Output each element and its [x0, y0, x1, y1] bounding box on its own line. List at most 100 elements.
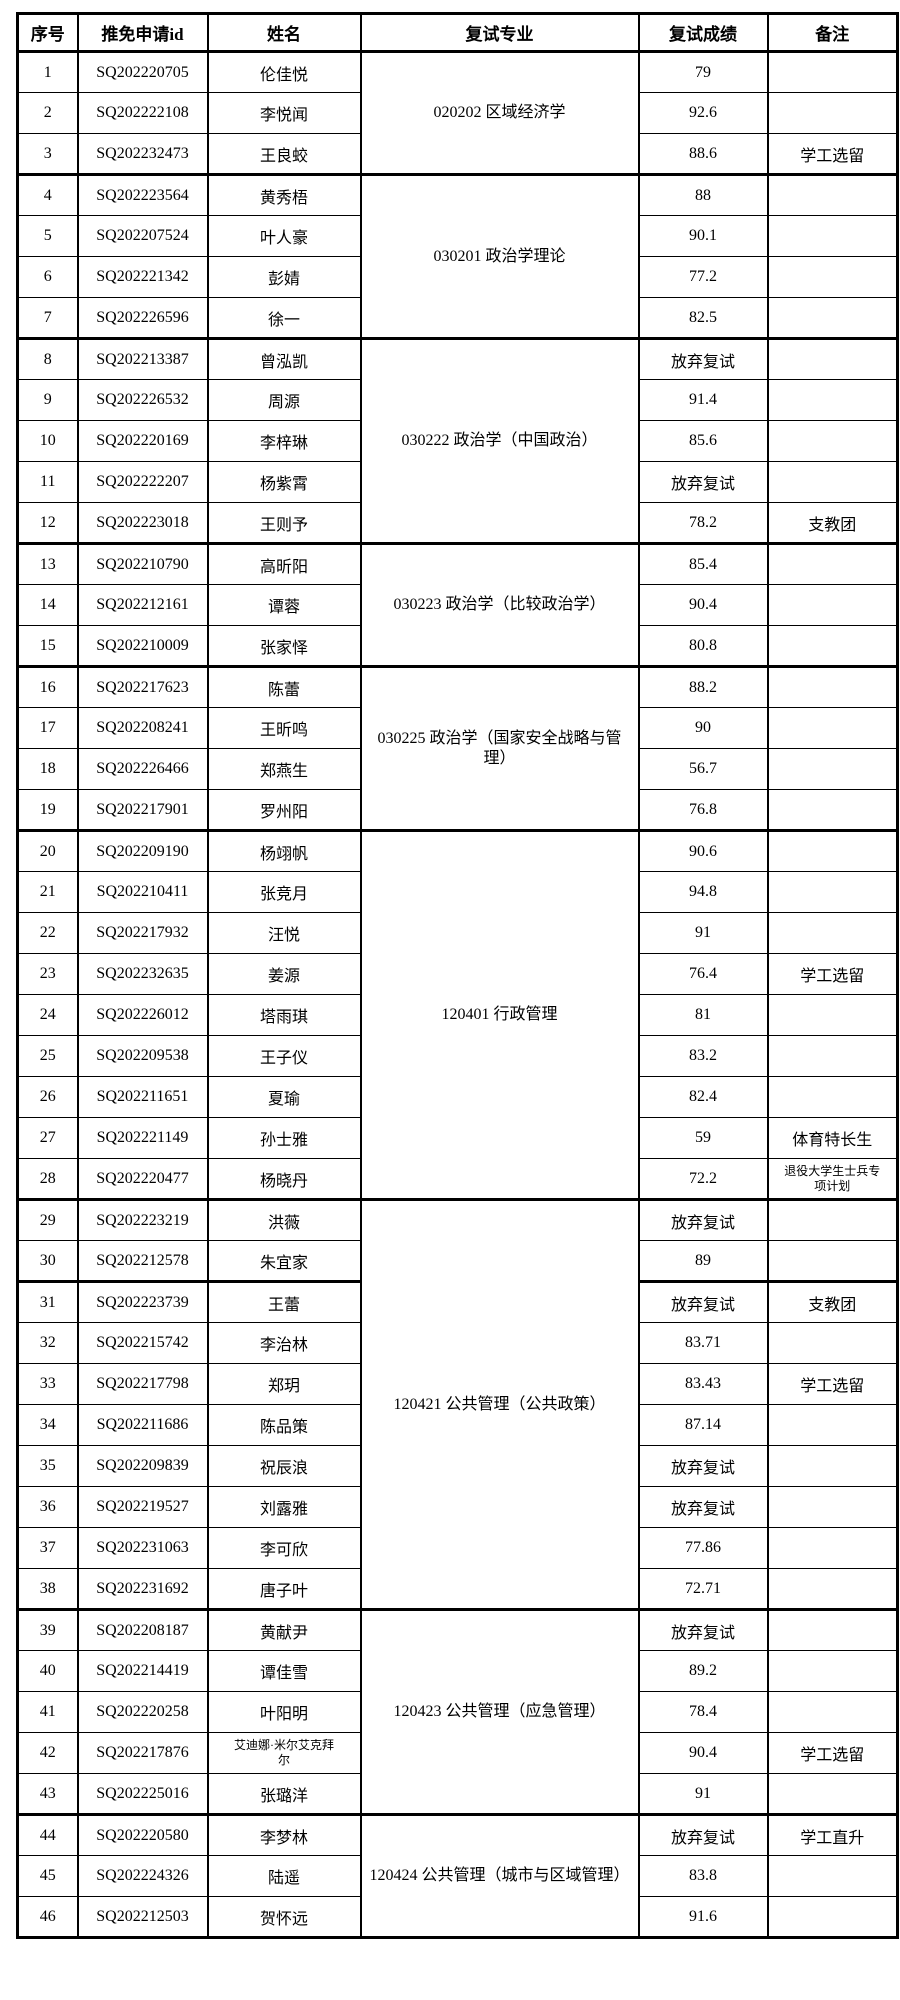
- cell-index: 46: [16, 1896, 79, 1938]
- note-value: 学工选留: [800, 968, 865, 985]
- cell-application-id: SQ202208187: [76, 1608, 209, 1651]
- cell-index: 38: [16, 1568, 79, 1610]
- cell-application-id: SQ202211686: [76, 1404, 209, 1446]
- name-value: 艾迪娜·米尔艾克拜尔: [234, 1738, 334, 1767]
- cell-application-id: SQ202217623: [76, 665, 209, 708]
- application-id-value: SQ202226532: [96, 391, 189, 408]
- cell-application-id: SQ202223739: [76, 1280, 209, 1323]
- cell-name: 王子仪: [206, 1035, 362, 1077]
- cell-application-id: SQ202224326: [76, 1855, 209, 1897]
- index-value: 44: [39, 1826, 56, 1844]
- score-value: 83.2: [689, 1047, 717, 1064]
- cell-application-id: SQ202219527: [76, 1486, 209, 1528]
- score-value: 91: [695, 1784, 711, 1802]
- index-value: 34: [39, 1416, 56, 1433]
- cell-score: 90.6: [637, 829, 769, 872]
- table-row: 15 SQ202210009 张家怿 80.8: [16, 625, 899, 667]
- cell-score: 82.4: [637, 1076, 769, 1118]
- cell-index: 23: [16, 953, 79, 995]
- cell-name: 贺怀远: [206, 1896, 362, 1938]
- application-id-value: SQ202208241: [96, 719, 189, 736]
- name-value: 李悦闻: [259, 107, 308, 124]
- index-value: 1: [43, 63, 52, 81]
- cell-note: [766, 379, 899, 421]
- cell-application-id: SQ202210790: [76, 542, 209, 585]
- cell-note: [766, 994, 899, 1036]
- table-header: 序号 推免申请id 姓名 复试专业 复试成绩 备注: [16, 13, 899, 53]
- cell-application-id: SQ202209190: [76, 829, 209, 872]
- score-value: 放弃复试: [670, 1214, 735, 1232]
- cell-application-id: SQ202220705: [76, 51, 209, 93]
- application-id-value: SQ202212503: [96, 1907, 189, 1925]
- cell-score: 79: [637, 51, 769, 93]
- cell-score: 81: [637, 994, 769, 1036]
- table-row: 1 SQ202220705 伦佳悦 020202 区域经济学 79: [16, 51, 899, 175]
- cell-index: 33: [16, 1363, 79, 1405]
- score-value: 89.2: [689, 1662, 717, 1679]
- cell-score: 91: [637, 1773, 769, 1815]
- cell-note: [766, 789, 899, 831]
- cell-score: 80.8: [637, 625, 769, 667]
- name-value: 彭婧: [267, 271, 300, 288]
- cell-name: 黄献尹: [206, 1608, 362, 1651]
- name-value: 李梓琳: [259, 435, 308, 452]
- cell-score: 88: [637, 173, 769, 216]
- cell-score: 83.71: [637, 1322, 769, 1364]
- name-value: 李梦林: [259, 1829, 308, 1847]
- table-row: 33 SQ202217798 郑玥 83.43 学工选留: [16, 1363, 899, 1405]
- cell-index: 35: [16, 1445, 79, 1487]
- application-id-value: SQ202207524: [96, 227, 189, 244]
- application-id-value: SQ202224326: [96, 1867, 189, 1884]
- name-value: 王子仪: [259, 1050, 308, 1067]
- cell-application-id: SQ202226596: [76, 297, 209, 339]
- cell-application-id: SQ202208241: [76, 707, 209, 749]
- application-id-value: SQ202231692: [96, 1579, 189, 1597]
- name-value: 杨晓丹: [259, 1172, 308, 1190]
- name-value: 黄秀梧: [259, 189, 308, 207]
- cell-index: 7: [16, 297, 79, 339]
- cell-application-id: SQ202221149: [76, 1117, 209, 1159]
- cell-application-id: SQ202211651: [76, 1076, 209, 1118]
- cell-index: 4: [16, 173, 79, 216]
- cell-major: 020202 区域经济学: [359, 51, 640, 175]
- score-value: 92.6: [689, 104, 717, 121]
- cell-major: 120401 行政管理: [359, 829, 640, 1200]
- cell-index: 24: [16, 994, 79, 1036]
- cell-application-id: SQ202223219: [76, 1198, 209, 1241]
- cell-name: 黄秀梧: [206, 173, 362, 216]
- index-value: 17: [39, 719, 56, 736]
- application-id-value: SQ202210790: [96, 555, 189, 573]
- cell-application-id: SQ202217932: [76, 912, 209, 954]
- table-row: 46 SQ202212503 贺怀远 91.6: [16, 1896, 899, 1938]
- score-value: 76.4: [689, 965, 717, 982]
- application-id-value: SQ202215742: [96, 1334, 189, 1351]
- cell-index: 40: [16, 1650, 79, 1692]
- cell-application-id: SQ202223018: [76, 502, 209, 544]
- cell-score: 76.8: [637, 789, 769, 831]
- cell-application-id: SQ202226466: [76, 748, 209, 790]
- cell-note: 学工选留: [766, 1732, 899, 1774]
- cell-index: 5: [16, 215, 79, 257]
- application-id-value: SQ202209839: [96, 1457, 189, 1474]
- cell-note: [766, 748, 899, 790]
- cell-note: 学工直升: [766, 1813, 899, 1856]
- cell-name: 孙士雅: [206, 1117, 362, 1159]
- index-value: 4: [43, 186, 52, 204]
- cell-index: 27: [16, 1117, 79, 1159]
- name-value: 汪悦: [267, 927, 300, 944]
- header-row: 序号 推免申请id 姓名 复试专业 复试成绩 备注: [16, 13, 899, 53]
- score-value: 90.4: [689, 1744, 717, 1761]
- cell-note: [766, 51, 899, 93]
- note-value: 学工选留: [800, 1378, 865, 1395]
- score-value: 76.8: [689, 800, 717, 818]
- cell-note: [766, 1773, 899, 1815]
- application-id-value: SQ202212161: [96, 596, 189, 613]
- cell-name: 王昕鸣: [206, 707, 362, 749]
- major-value: 120401 行政管理: [441, 1006, 558, 1023]
- application-id-value: SQ202209538: [96, 1047, 189, 1064]
- table-row: 2 SQ202222108 李悦闻 92.6: [16, 92, 899, 134]
- cell-note: 退役大学生士兵专项计划: [766, 1158, 899, 1200]
- cell-index: 29: [16, 1198, 79, 1241]
- name-value: 陈品策: [259, 1419, 308, 1436]
- table-row: 10 SQ202220169 李梓琳 85.6: [16, 420, 899, 462]
